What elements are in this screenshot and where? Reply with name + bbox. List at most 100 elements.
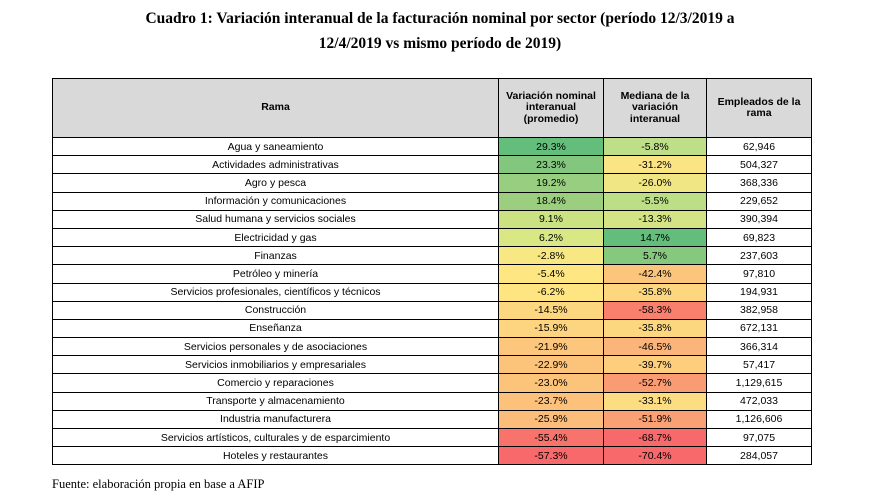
cell-mediana: -39.7%	[603, 355, 707, 375]
table-row: Enseñanza -15.9% -35.8% 672,131	[52, 318, 812, 339]
cell-mediana: -46.5%	[603, 337, 707, 357]
table-row: Petróleo y minería -5.4% -42.4% 97,810	[52, 264, 812, 284]
table-row: Servicios personales y de asociaciones -2…	[52, 337, 812, 357]
cell-variacion: -15.9%	[498, 318, 604, 339]
table-row: Servicios profesionales, científicos y t…	[52, 282, 812, 302]
table-row: Servicios artísticos, culturales y de es…	[52, 427, 812, 448]
cell-empleados: 69,823	[706, 227, 812, 248]
cell-rama: Agro y pesca	[52, 173, 499, 193]
cell-rama: Agua y saneamiento	[52, 136, 499, 157]
table-row: Electricidad y gas 6.2% 14.7% 69,823	[52, 227, 812, 248]
cell-mediana: -51.9%	[603, 409, 707, 430]
cell-mediana: -58.3%	[603, 300, 707, 320]
cell-mediana: -5.8%	[603, 136, 707, 157]
cell-empleados: 368,336	[706, 173, 812, 193]
cell-variacion: -22.9%	[498, 355, 604, 375]
cell-empleados: 382,958	[706, 300, 812, 320]
cell-mediana: -70.4%	[603, 446, 707, 466]
table-row: Salud humana y servicios sociales 9.1% -13…	[52, 209, 812, 229]
table-row: Construcción -14.5% -58.3% 382,958	[52, 300, 812, 320]
table-row: Transporte y almacenamiento -23.7% -33.1% 4…	[52, 391, 812, 411]
cell-variacion: -5.4%	[498, 264, 604, 284]
table-title: Cuadro 1: Variación interanual de la fac…	[0, 6, 880, 56]
table-body: Agua y saneamiento 29.3% -5.8% 62,946 Activi…	[52, 136, 812, 466]
cell-rama: Salud humana y servicios sociales	[52, 209, 499, 229]
table-title-line-1: Cuadro 1: Variación interanual de la fac…	[145, 10, 735, 27]
cell-variacion: -55.4%	[498, 427, 604, 448]
cell-rama: Industria manufacturera	[52, 409, 499, 430]
cell-variacion: 18.4%	[498, 191, 604, 211]
cell-variacion: 29.3%	[498, 136, 604, 157]
cell-rama: Transporte y almacenamiento	[52, 391, 499, 411]
cell-rama: Finanzas	[52, 246, 499, 266]
cell-mediana: -5.5%	[603, 191, 707, 211]
cell-rama: Petróleo y minería	[52, 264, 499, 284]
cell-empleados: 194,931	[706, 282, 812, 302]
cell-rama: Enseñanza	[52, 318, 499, 339]
table-row: Hoteles y restaurantes -57.3% -70.4% 284,05…	[52, 446, 812, 466]
cell-rama: Hoteles y restaurantes	[52, 446, 499, 466]
cell-mediana: -33.1%	[603, 391, 707, 411]
cell-rama: Servicios personales y de asociaciones	[52, 337, 499, 357]
cell-variacion: 19.2%	[498, 173, 604, 193]
cell-empleados: 97,075	[706, 427, 812, 448]
cell-variacion: -21.9%	[498, 337, 604, 357]
cell-mediana: -26.0%	[603, 173, 707, 193]
cell-variacion: 9.1%	[498, 209, 604, 229]
cell-mediana: -42.4%	[603, 264, 707, 284]
cell-variacion: 23.3%	[498, 155, 604, 175]
cell-empleados: 472,033	[706, 391, 812, 411]
header-rama: Rama	[52, 78, 499, 138]
cell-rama: Electricidad y gas	[52, 227, 499, 248]
table-row: Actividades administrativas 23.3% -31.2% 50…	[52, 155, 812, 175]
cell-variacion: -2.8%	[498, 246, 604, 266]
cell-variacion: -14.5%	[498, 300, 604, 320]
cell-mediana: 14.7%	[603, 227, 707, 248]
header-mediana: Mediana de la variación interanual	[603, 78, 707, 138]
cell-rama: Construcción	[52, 300, 499, 320]
source-note: Fuente: elaboración propia en base a AFI…	[52, 477, 265, 491]
cell-empleados: 62,946	[706, 136, 812, 157]
header-empleados: Empleados de la rama	[706, 78, 812, 138]
table-row: Servicios inmobiliarios y empresariales -…	[52, 355, 812, 375]
cell-empleados: 237,603	[706, 246, 812, 266]
cell-empleados: 284,057	[706, 446, 812, 466]
cell-mediana: -35.8%	[603, 282, 707, 302]
data-table: Rama Variación nominal interanual (prome…	[52, 78, 812, 466]
cell-variacion: -23.0%	[498, 373, 604, 393]
cell-empleados: 229,652	[706, 191, 812, 211]
table-row: Agua y saneamiento 29.3% -5.8% 62,946	[52, 136, 812, 157]
cell-rama: Información y comunicaciones	[52, 191, 499, 211]
cell-variacion: -57.3%	[498, 446, 604, 466]
cell-empleados: 504,327	[706, 155, 812, 175]
table-row: Comercio y reparaciones -23.0% -52.7% 1,129…	[52, 373, 812, 393]
header-row: Rama Variación nominal interanual (prome…	[52, 78, 812, 138]
cell-variacion: -25.9%	[498, 409, 604, 430]
cell-empleados: 672,131	[706, 318, 812, 339]
cell-empleados: 97,810	[706, 264, 812, 284]
cell-empleados: 1,126,606	[706, 409, 812, 430]
cell-mediana: -35.8%	[603, 318, 707, 339]
table-row: Finanzas -2.8% 5.7% 237,603	[52, 246, 812, 266]
cell-mediana: 5.7%	[603, 246, 707, 266]
cell-empleados: 57,417	[706, 355, 812, 375]
table-row: Información y comunicaciones 18.4% -5.5% 22…	[52, 191, 812, 211]
table-row: Industria manufacturera -25.9% -51.9% 1,126…	[52, 409, 812, 430]
cell-variacion: -6.2%	[498, 282, 604, 302]
cell-empleados: 1,129,615	[706, 373, 812, 393]
cell-mediana: -13.3%	[603, 209, 707, 229]
table-row: Agro y pesca 19.2% -26.0% 368,336	[52, 173, 812, 193]
cell-rama: Servicios artísticos, culturales y de es…	[52, 427, 499, 448]
cell-variacion: -23.7%	[498, 391, 604, 411]
cell-variacion: 6.2%	[498, 227, 604, 248]
table-title-line-2: 12/4/2019 vs mismo período de 2019)	[318, 35, 562, 52]
cell-mediana: -52.7%	[603, 373, 707, 393]
cell-mediana: -68.7%	[603, 427, 707, 448]
cell-rama: Comercio y reparaciones	[52, 373, 499, 393]
cell-empleados: 390,394	[706, 209, 812, 229]
cell-mediana: -31.2%	[603, 155, 707, 175]
cell-empleados: 366,314	[706, 337, 812, 357]
header-variacion: Variación nominal interanual (promedio)	[498, 78, 604, 138]
cell-rama: Actividades administrativas	[52, 155, 499, 175]
cell-rama: Servicios inmobiliarios y empresariales	[52, 355, 499, 375]
